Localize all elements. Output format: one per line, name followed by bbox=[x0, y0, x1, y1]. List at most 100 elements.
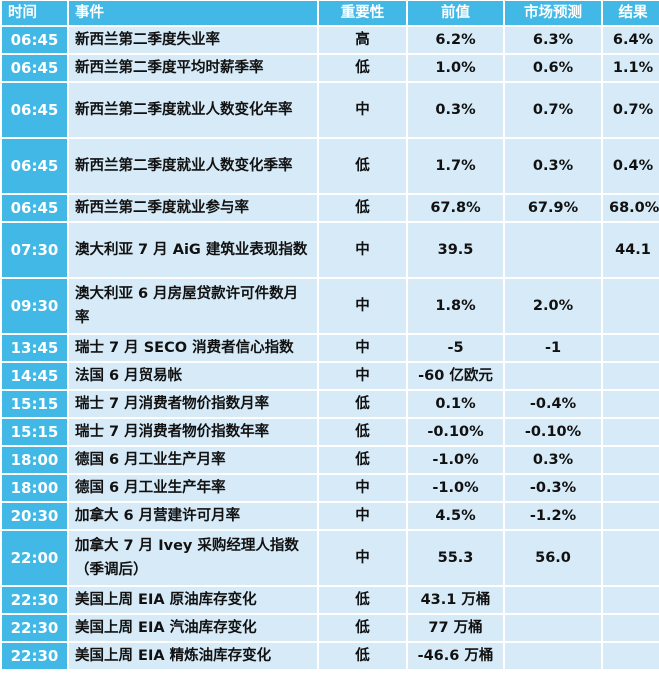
row-result bbox=[603, 363, 659, 389]
row-importance: 低 bbox=[319, 615, 406, 641]
row-result bbox=[603, 419, 659, 445]
row-previous: -0.10% bbox=[408, 419, 503, 445]
table-row: 15:15 瑞士 7 月消费者物价指数月率低 0.1% -0.4% bbox=[2, 391, 659, 417]
row-result bbox=[603, 447, 659, 473]
row-previous: -5 bbox=[408, 335, 503, 361]
row-time: 22:30 bbox=[2, 587, 67, 613]
row-time: 22:30 bbox=[2, 615, 67, 641]
row-event: 澳大利亚 7 月 AiG 建筑业表现指数 bbox=[69, 223, 317, 277]
row-forecast: -0.4% bbox=[505, 391, 601, 417]
row-forecast: -1 bbox=[505, 335, 601, 361]
row-event: 德国 6 月工业生产年率 bbox=[69, 475, 317, 501]
row-result bbox=[603, 335, 659, 361]
row-importance: 低 bbox=[319, 139, 406, 193]
row-result: 0.7% bbox=[603, 83, 659, 137]
row-forecast: 67.9% bbox=[505, 195, 601, 221]
row-forecast bbox=[505, 587, 601, 613]
row-event: 瑞士 7 月消费者物价指数月率 bbox=[69, 391, 317, 417]
table-row: 22:30 美国上周 EIA 精炼油库存变化低 -46.6 万桶 bbox=[2, 643, 659, 669]
row-result: 44.1 bbox=[603, 223, 659, 277]
table-row: 18:00 德国 6 月工业生产月率低 -1.0% 0.3% bbox=[2, 447, 659, 473]
row-result bbox=[603, 279, 659, 333]
row-event: 美国上周 EIA 原油库存变化 bbox=[69, 587, 317, 613]
row-time: 06:45 bbox=[2, 83, 67, 137]
row-importance: 低 bbox=[319, 55, 406, 81]
header-previous: 前值 bbox=[408, 1, 503, 25]
row-forecast: 0.6% bbox=[505, 55, 601, 81]
row-event: 瑞士 7 月 SECO 消费者信心指数 bbox=[69, 335, 317, 361]
row-previous: 1.8% bbox=[408, 279, 503, 333]
table-row: 09:30 澳大利亚 6 月房屋贷款许可件数月率中 1.8% 2.0% bbox=[2, 279, 659, 333]
header-event: 事件 bbox=[69, 1, 317, 25]
row-previous: 0.3% bbox=[408, 83, 503, 137]
row-event: 新西兰第二季度就业人数变化季率 bbox=[69, 139, 317, 193]
row-time: 14:45 bbox=[2, 363, 67, 389]
row-importance: 中 bbox=[319, 83, 406, 137]
row-event: 新西兰第二季度失业率 bbox=[69, 27, 317, 53]
header-importance: 重要性 bbox=[319, 1, 406, 25]
row-forecast: 2.0% bbox=[505, 279, 601, 333]
table-row: 14:45 法国 6 月贸易帐中 -60 亿欧元 bbox=[2, 363, 659, 389]
table-row: 13:45 瑞士 7 月 SECO 消费者信心指数中 -5 -1 bbox=[2, 335, 659, 361]
row-forecast: -0.10% bbox=[505, 419, 601, 445]
table-row: 06:45 新西兰第二季度就业人数变化年率中 0.3% 0.7% 0.7% bbox=[2, 83, 659, 137]
table-row: 22:30 美国上周 EIA 原油库存变化低 43.1 万桶 bbox=[2, 587, 659, 613]
row-time: 18:00 bbox=[2, 447, 67, 473]
row-importance: 低 bbox=[319, 447, 406, 473]
table-row: 06:45 新西兰第二季度就业人数变化季率低 1.7% 0.3% 0.4% bbox=[2, 139, 659, 193]
header-result: 结果 bbox=[603, 1, 659, 25]
row-forecast: -1.2% bbox=[505, 503, 601, 529]
row-forecast bbox=[505, 643, 601, 669]
row-result bbox=[603, 475, 659, 501]
row-importance: 低 bbox=[319, 587, 406, 613]
row-forecast: -0.3% bbox=[505, 475, 601, 501]
row-result: 68.0% bbox=[603, 195, 659, 221]
table-body: 06:45 新西兰第二季度失业率高 6.2% 6.3% 6.4% 06:45 新西兰第二季度… bbox=[2, 27, 659, 669]
row-event: 澳大利亚 6 月房屋贷款许可件数月率 bbox=[69, 279, 317, 333]
table-row: 06:45 新西兰第二季度就业参与率低 67.8% 67.9% 68.0% bbox=[2, 195, 659, 221]
row-forecast bbox=[505, 363, 601, 389]
row-forecast bbox=[505, 615, 601, 641]
row-previous: 77 万桶 bbox=[408, 615, 503, 641]
table-row: 20:30 加拿大 6 月营建许可月率中 4.5% -1.2% bbox=[2, 503, 659, 529]
row-time: 22:30 bbox=[2, 643, 67, 669]
row-previous: 6.2% bbox=[408, 27, 503, 53]
row-result bbox=[603, 503, 659, 529]
row-time: 15:15 bbox=[2, 419, 67, 445]
row-previous: -1.0% bbox=[408, 447, 503, 473]
header-time: 时间 bbox=[2, 1, 67, 25]
row-forecast: 0.7% bbox=[505, 83, 601, 137]
row-result bbox=[603, 615, 659, 641]
table-row: 15:15 瑞士 7 月消费者物价指数年率低 -0.10% -0.10% bbox=[2, 419, 659, 445]
row-result: 0.4% bbox=[603, 139, 659, 193]
row-event: 德国 6 月工业生产月率 bbox=[69, 447, 317, 473]
table-row: 22:30 美国上周 EIA 汽油库存变化低 77 万桶 bbox=[2, 615, 659, 641]
row-time: 06:45 bbox=[2, 27, 67, 53]
table-row: 06:45 新西兰第二季度平均时薪季率低 1.0% 0.6% 1.1% bbox=[2, 55, 659, 81]
row-importance: 低 bbox=[319, 419, 406, 445]
row-previous: 1.7% bbox=[408, 139, 503, 193]
row-time: 07:30 bbox=[2, 223, 67, 277]
table-row: 18:00 德国 6 月工业生产年率中 -1.0% -0.3% bbox=[2, 475, 659, 501]
row-importance: 中 bbox=[319, 531, 406, 585]
row-event: 美国上周 EIA 汽油库存变化 bbox=[69, 615, 317, 641]
row-forecast: 56.0 bbox=[505, 531, 601, 585]
row-result bbox=[603, 643, 659, 669]
row-forecast bbox=[505, 223, 601, 277]
row-forecast: 0.3% bbox=[505, 447, 601, 473]
row-event: 新西兰第二季度就业参与率 bbox=[69, 195, 317, 221]
header-row: 时间 事件 重要性 前值 市场预测 结果 bbox=[2, 1, 659, 25]
row-time: 13:45 bbox=[2, 335, 67, 361]
row-importance: 低 bbox=[319, 195, 406, 221]
row-event: 法国 6 月贸易帐 bbox=[69, 363, 317, 389]
row-importance: 中 bbox=[319, 223, 406, 277]
row-previous: 39.5 bbox=[408, 223, 503, 277]
table-row: 22:00 加拿大 7 月 Ivey 采购经理人指数（季调后）中 55.3 56.0 bbox=[2, 531, 659, 585]
row-time: 06:45 bbox=[2, 195, 67, 221]
row-time: 22:00 bbox=[2, 531, 67, 585]
row-previous: 55.3 bbox=[408, 531, 503, 585]
row-event: 新西兰第二季度就业人数变化年率 bbox=[69, 83, 317, 137]
row-result bbox=[603, 531, 659, 585]
row-importance: 中 bbox=[319, 335, 406, 361]
